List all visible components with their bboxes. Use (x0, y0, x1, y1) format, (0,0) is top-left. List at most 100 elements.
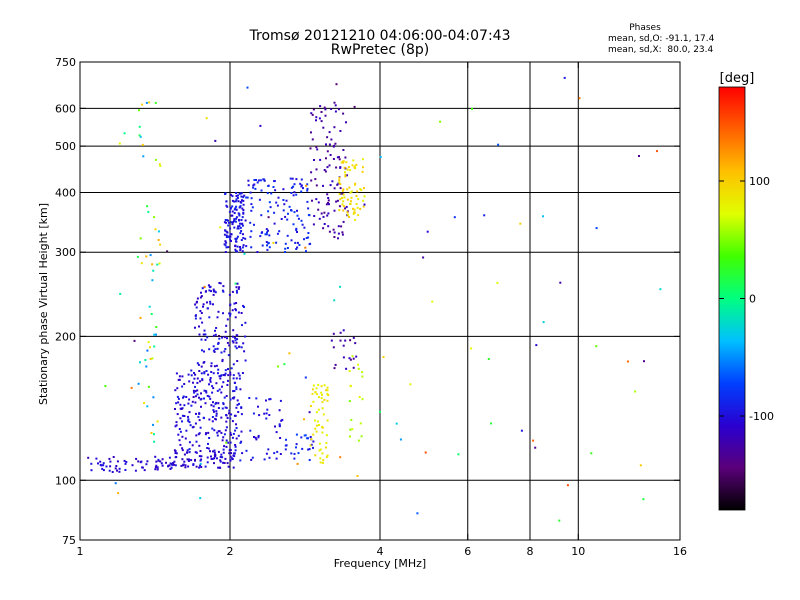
data-point (338, 181, 341, 184)
data-point (356, 206, 359, 209)
data-point (177, 433, 180, 436)
data-point (315, 116, 318, 119)
data-point (235, 388, 238, 391)
data-point (346, 174, 348, 177)
data-point (226, 318, 229, 321)
data-point (317, 201, 320, 204)
data-point (231, 195, 234, 198)
data-point (292, 223, 295, 226)
data-point (200, 295, 203, 298)
data-point (229, 371, 232, 374)
data-point (203, 285, 206, 288)
data-point (187, 415, 189, 418)
data-point (497, 143, 500, 146)
data-point (295, 446, 297, 449)
data-point (216, 434, 219, 437)
data-point (349, 202, 352, 205)
data-point (224, 219, 227, 221)
data-point (192, 389, 195, 392)
data-point (338, 209, 341, 212)
data-point (234, 207, 237, 210)
data-point (195, 434, 198, 437)
data-point (200, 392, 202, 395)
data-point (237, 311, 240, 314)
data-point (228, 452, 231, 455)
data-point (354, 167, 357, 170)
data-point (639, 464, 642, 467)
data-point (295, 178, 298, 181)
data-point (266, 244, 268, 247)
data-point (345, 367, 348, 370)
data-point (325, 434, 328, 437)
data-point (349, 358, 352, 361)
data-point (232, 341, 235, 344)
data-point (239, 249, 242, 252)
data-point (218, 388, 221, 391)
data-point (300, 190, 303, 193)
data-point (222, 436, 225, 439)
data-point (231, 205, 234, 208)
data-point (286, 234, 289, 237)
data-point (559, 281, 562, 284)
data-point (223, 350, 226, 353)
data-point (212, 349, 215, 352)
data-point (297, 217, 300, 220)
data-point (232, 221, 235, 224)
data-point (306, 189, 309, 192)
data-point (149, 357, 152, 360)
data-point (335, 166, 338, 169)
y-tick-label: 75 (62, 534, 76, 547)
data-point (233, 396, 236, 399)
data-point (276, 232, 279, 235)
data-point (206, 461, 209, 464)
data-point (212, 288, 215, 291)
data-point (206, 447, 209, 449)
data-point (342, 193, 345, 196)
data-point (295, 193, 298, 196)
data-point (346, 188, 349, 191)
data-point (124, 462, 127, 465)
data-point (253, 179, 256, 181)
data-point (137, 460, 140, 463)
data-point (352, 212, 355, 215)
data-point (244, 219, 247, 222)
data-point (217, 310, 220, 313)
data-point (349, 339, 352, 342)
data-point (281, 418, 284, 421)
data-point (102, 464, 105, 467)
data-point (229, 235, 232, 238)
data-point (326, 136, 329, 139)
data-point (360, 435, 363, 438)
data-point (194, 326, 196, 329)
data-point (199, 450, 202, 452)
data-point (328, 203, 330, 206)
data-point (416, 512, 419, 515)
data-point (643, 360, 645, 363)
data-point (311, 392, 314, 395)
data-point (183, 415, 186, 417)
data-point (227, 368, 229, 371)
data-point (351, 355, 354, 358)
data-point (317, 408, 320, 411)
data-point (323, 106, 326, 109)
data-point (210, 455, 212, 458)
data-point (183, 453, 186, 456)
data-point (236, 235, 239, 238)
data-point (310, 438, 313, 441)
data-point (236, 338, 239, 341)
data-point (233, 381, 236, 384)
data-point (318, 396, 320, 399)
data-point (278, 230, 281, 233)
data-point (217, 368, 220, 371)
data-point (520, 429, 523, 432)
data-point (490, 422, 493, 425)
data-point (200, 372, 203, 375)
data-point (315, 168, 318, 171)
data-point (153, 440, 156, 443)
data-point (208, 316, 211, 319)
data-point (217, 372, 219, 375)
data-point (218, 337, 221, 340)
data-point (274, 189, 277, 192)
data-point (333, 367, 336, 370)
data-point (214, 417, 217, 420)
